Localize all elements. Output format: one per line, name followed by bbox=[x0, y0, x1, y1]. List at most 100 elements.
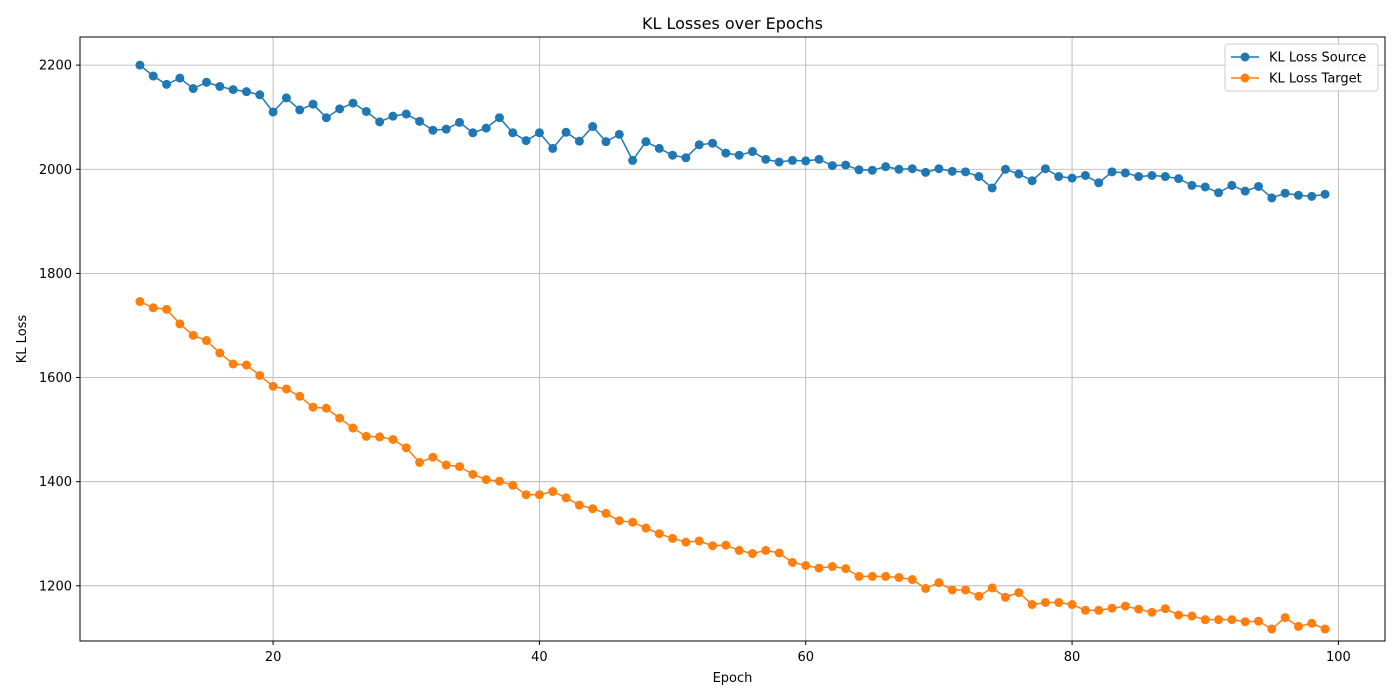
data-point bbox=[481, 475, 491, 485]
data-point bbox=[601, 137, 611, 147]
data-point bbox=[561, 127, 571, 137]
data-point bbox=[641, 137, 651, 147]
data-point bbox=[548, 143, 558, 153]
legend: KL Loss Source KL Loss Target bbox=[1224, 43, 1379, 92]
data-point bbox=[1040, 164, 1050, 174]
data-point bbox=[1160, 604, 1170, 614]
data-point bbox=[388, 434, 398, 444]
data-point bbox=[1094, 605, 1104, 615]
data-point bbox=[1227, 615, 1237, 625]
data-point bbox=[881, 162, 891, 172]
data-point bbox=[1280, 613, 1290, 623]
data-point bbox=[202, 336, 212, 346]
data-point bbox=[241, 360, 251, 370]
data-point bbox=[561, 493, 571, 503]
axes: 20 40 60 80 100 1200 1400 1600 1800 2000 2200 bbox=[39, 59, 1351, 665]
data-point bbox=[348, 423, 358, 433]
data-point bbox=[947, 166, 957, 176]
data-point bbox=[1147, 171, 1157, 180]
data-point bbox=[827, 562, 837, 572]
data-point bbox=[1200, 615, 1210, 625]
data-point bbox=[1027, 600, 1037, 610]
data-point bbox=[1147, 607, 1157, 617]
data-point bbox=[148, 303, 158, 313]
data-point bbox=[148, 71, 158, 81]
data-point bbox=[441, 460, 451, 470]
data-point bbox=[614, 516, 624, 526]
data-point bbox=[534, 128, 544, 138]
data-point bbox=[1307, 191, 1317, 201]
data-point bbox=[268, 107, 278, 117]
legend-box bbox=[1224, 43, 1379, 92]
data-point bbox=[1174, 174, 1184, 184]
data-point bbox=[1293, 621, 1303, 631]
data-point bbox=[588, 122, 598, 132]
data-point bbox=[1187, 180, 1197, 190]
data-point bbox=[681, 153, 691, 163]
data-point bbox=[1187, 611, 1197, 621]
data-point bbox=[1054, 172, 1064, 182]
data-point bbox=[854, 571, 864, 581]
data-point bbox=[1240, 617, 1250, 627]
data-point bbox=[921, 583, 931, 593]
data-point bbox=[614, 129, 624, 139]
data-point bbox=[934, 578, 944, 588]
y-tick-label: 1600 bbox=[39, 371, 72, 386]
data-point bbox=[401, 443, 411, 453]
data-point bbox=[601, 508, 611, 518]
x-tick-label: 60 bbox=[797, 650, 814, 665]
data-point bbox=[441, 124, 451, 134]
data-point bbox=[1080, 605, 1090, 615]
data-point bbox=[415, 457, 425, 467]
data-point bbox=[308, 402, 318, 412]
data-point bbox=[508, 128, 518, 138]
data-point bbox=[854, 165, 864, 175]
data-point bbox=[721, 148, 731, 158]
data-point bbox=[867, 165, 877, 175]
data-point bbox=[255, 370, 265, 380]
data-point bbox=[761, 154, 771, 164]
legend-label: KL Loss Source bbox=[1269, 51, 1366, 66]
y-axis-title: KL Loss bbox=[15, 315, 30, 364]
data-point bbox=[747, 549, 757, 559]
data-point bbox=[1227, 180, 1237, 190]
data-point bbox=[1067, 600, 1077, 610]
data-point bbox=[747, 147, 757, 157]
legend-marker bbox=[1240, 52, 1250, 62]
data-point bbox=[1107, 603, 1117, 613]
data-point bbox=[708, 138, 718, 148]
data-point bbox=[1200, 182, 1210, 192]
data-point bbox=[814, 154, 824, 164]
data-point bbox=[281, 93, 291, 103]
data-point bbox=[135, 297, 145, 307]
data-point bbox=[175, 319, 185, 329]
data-point bbox=[268, 381, 278, 391]
data-point bbox=[1000, 592, 1010, 602]
legend-label: KL Loss Target bbox=[1269, 72, 1362, 87]
data-point bbox=[175, 73, 185, 83]
y-tick-label: 1200 bbox=[39, 579, 72, 594]
data-point bbox=[641, 523, 651, 533]
data-point bbox=[1027, 176, 1037, 186]
data-point bbox=[494, 113, 504, 123]
data-point bbox=[1014, 169, 1024, 179]
data-point bbox=[415, 116, 425, 126]
data-point bbox=[215, 81, 225, 91]
data-point bbox=[321, 113, 331, 123]
data-point bbox=[1094, 178, 1104, 188]
data-point bbox=[1267, 624, 1277, 634]
plot-frame bbox=[79, 36, 1386, 642]
data-point bbox=[668, 533, 678, 543]
data-point bbox=[961, 585, 971, 595]
y-tick-label: 2200 bbox=[39, 59, 72, 74]
x-tick-label: 40 bbox=[531, 650, 548, 665]
data-point bbox=[135, 60, 145, 70]
x-axis-title: Epoch bbox=[713, 671, 753, 686]
data-point bbox=[1080, 171, 1090, 180]
data-point bbox=[162, 79, 172, 89]
data-point bbox=[228, 359, 238, 369]
data-point bbox=[827, 161, 837, 171]
data-point bbox=[361, 431, 371, 441]
data-point bbox=[388, 111, 398, 121]
